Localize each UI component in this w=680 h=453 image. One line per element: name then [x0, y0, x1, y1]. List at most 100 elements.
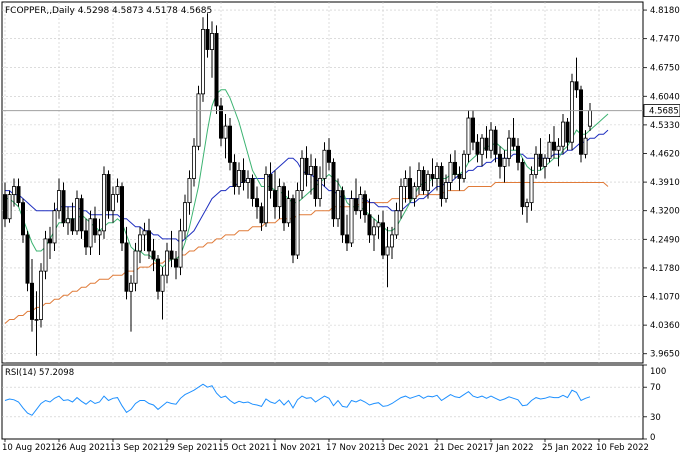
candle	[102, 166, 107, 239]
candle	[115, 178, 120, 203]
candle-body	[493, 129, 498, 155]
candle	[3, 182, 8, 227]
candle	[520, 158, 525, 215]
candle	[583, 130, 588, 159]
candle-body	[191, 145, 196, 179]
candles-group	[3, 13, 593, 356]
symbol-info: FCOPPER,,Daily 4.5298 4.5873 4.5178 4.56…	[5, 6, 212, 16]
price-axis: 4.8180 4.7470 4.6750 4.6040 4.5330 4.4620 4.39…	[643, 6, 680, 360]
candle-body	[254, 198, 259, 208]
candle-body	[34, 319, 39, 321]
candle	[214, 25, 219, 115]
candle-body	[385, 246, 390, 256]
candle-body	[48, 238, 53, 244]
candle	[349, 190, 354, 247]
candle-body	[461, 153, 466, 179]
price-tick-label: 4.1070	[650, 293, 680, 303]
time-tick-label: 17 Nov 2021	[326, 443, 380, 453]
candle	[173, 250, 178, 280]
candle-body	[552, 141, 557, 151]
time-tick-label: 13 Sep 2021	[110, 443, 164, 453]
candle-body	[241, 170, 246, 183]
candle	[111, 186, 116, 223]
candle	[525, 198, 530, 223]
candle	[475, 134, 480, 163]
candle-body	[151, 250, 156, 260]
candle-body	[205, 28, 210, 50]
candle-body	[250, 178, 255, 200]
candle-body	[538, 153, 543, 167]
candle	[561, 114, 566, 155]
candle	[263, 166, 268, 227]
candle-body	[588, 110, 593, 127]
candle	[430, 158, 435, 187]
candle	[128, 275, 133, 332]
candle-body	[412, 186, 417, 200]
time-tick-label: 21 Dec 2021	[434, 443, 488, 453]
candle-body	[331, 161, 336, 220]
candle-body	[272, 190, 277, 208]
price-tick-label: 4.6750	[650, 64, 680, 74]
rsi-panel-frame	[1, 364, 644, 440]
candle	[308, 154, 313, 195]
rsi-tick-label: 100	[650, 367, 666, 377]
candle	[11, 178, 16, 207]
candle	[106, 170, 111, 219]
ma-long-line	[4, 182, 609, 324]
candle	[448, 154, 453, 191]
candle-body	[218, 105, 223, 139]
candle-body	[25, 234, 30, 284]
candle-body	[534, 153, 539, 175]
candle-body	[295, 190, 300, 256]
candle	[434, 162, 439, 191]
rsi-tick-label: 0	[650, 433, 655, 443]
candle	[502, 150, 507, 183]
candle	[272, 170, 277, 219]
candle-body	[525, 202, 530, 208]
candle-body	[214, 33, 219, 107]
candle	[579, 85, 584, 163]
candle	[79, 194, 84, 239]
candle-body	[133, 250, 138, 284]
candle-body	[516, 145, 521, 163]
candle	[25, 230, 30, 292]
time-tick-label: 10 Feb 2022	[596, 443, 649, 453]
candle-body	[39, 270, 44, 320]
candle-body	[84, 230, 89, 248]
candle-body	[313, 165, 318, 200]
candle	[479, 134, 484, 167]
candle-body	[389, 234, 394, 248]
candle	[29, 259, 34, 332]
rsi-series	[4, 383, 591, 416]
candle	[547, 134, 552, 163]
candle-body	[160, 274, 165, 292]
candle-body	[430, 174, 435, 179]
candle-body	[421, 170, 426, 191]
candle	[412, 182, 417, 207]
rsi-tick-label: 70	[650, 383, 661, 393]
candle	[223, 114, 228, 159]
candle-body	[128, 282, 133, 292]
candle-body	[102, 174, 107, 232]
candle-body	[11, 186, 16, 195]
candle	[398, 178, 403, 219]
candle	[421, 166, 426, 195]
candle	[511, 118, 516, 151]
candle	[443, 174, 448, 203]
candle	[52, 202, 57, 251]
candle	[452, 150, 457, 179]
candle-body	[178, 230, 183, 268]
candle-body	[290, 198, 295, 256]
candle	[97, 218, 102, 256]
price-tick-label: 4.0360	[650, 321, 680, 331]
candle-body	[57, 190, 62, 212]
candle-body	[232, 161, 237, 187]
candle-body	[407, 178, 412, 200]
candle-body	[565, 121, 570, 143]
time-axis: 10 Aug 2021 26 Aug 2021 13 Sep 2021 29 Sep …	[2, 439, 649, 453]
candle	[376, 214, 381, 239]
price-tick-label: 4.4620	[650, 149, 680, 159]
candle	[331, 158, 336, 227]
candle	[146, 218, 151, 260]
